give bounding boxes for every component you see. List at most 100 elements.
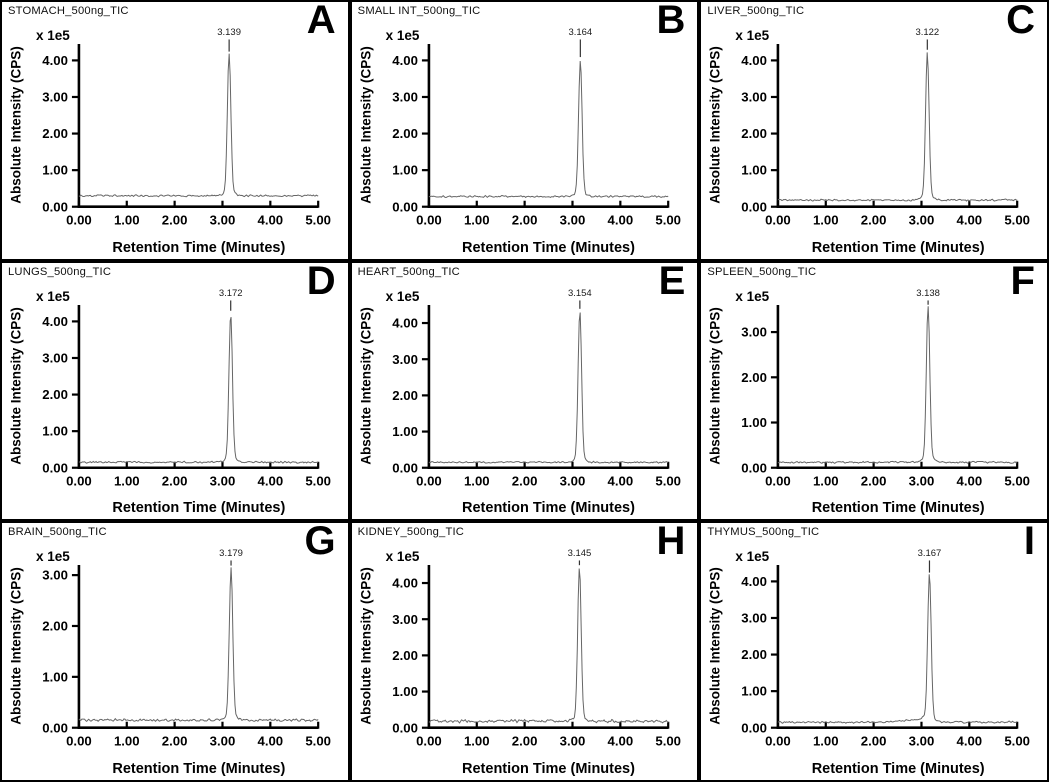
svg-text:2.00: 2.00 bbox=[861, 734, 887, 749]
svg-text:1.00: 1.00 bbox=[42, 163, 68, 178]
svg-text:5.00: 5.00 bbox=[655, 213, 681, 228]
x-axis-label: Retention Time (Minutes) bbox=[811, 760, 985, 777]
svg-text:3.00: 3.00 bbox=[210, 473, 236, 488]
y-scale-label: x 1e5 bbox=[735, 288, 770, 304]
chromatogram-plot: 0.00 1.00 2.00 3.00 4.00 0.00 1.00 2.00 3.00 4.00… bbox=[742, 27, 1031, 228]
svg-text:2.00: 2.00 bbox=[392, 648, 418, 663]
x-axis-label: Retention Time (Minutes) bbox=[811, 500, 985, 517]
svg-text:4.00: 4.00 bbox=[392, 576, 418, 591]
svg-text:1.00: 1.00 bbox=[813, 213, 839, 228]
svg-text:4.00: 4.00 bbox=[392, 315, 418, 330]
x-axis-label: Retention Time (Minutes) bbox=[112, 239, 286, 256]
panel-title: LUNGS_500ng_TIC bbox=[8, 265, 112, 278]
svg-text:2.00: 2.00 bbox=[511, 734, 537, 749]
panel-title: KIDNEY_500ng_TIC bbox=[357, 526, 465, 539]
svg-text:1.00: 1.00 bbox=[114, 213, 140, 228]
svg-text:3.179: 3.179 bbox=[219, 548, 243, 559]
svg-text:4.00: 4.00 bbox=[607, 734, 633, 749]
svg-text:1.00: 1.00 bbox=[464, 213, 490, 228]
y-scale-label: x 1e5 bbox=[36, 28, 70, 43]
svg-text:2.00: 2.00 bbox=[742, 126, 768, 141]
panel-letter: G bbox=[304, 521, 336, 564]
svg-text:2.00: 2.00 bbox=[861, 473, 887, 488]
svg-text:1.00: 1.00 bbox=[392, 163, 418, 178]
y-axis-label: Absolute Intensity (CPS) bbox=[358, 567, 374, 726]
svg-text:3.164: 3.164 bbox=[568, 27, 592, 38]
svg-text:0.00: 0.00 bbox=[66, 473, 92, 488]
svg-text:0.00: 0.00 bbox=[42, 460, 68, 475]
svg-text:2.00: 2.00 bbox=[162, 734, 188, 749]
y-scale-label: x 1e5 bbox=[385, 28, 420, 43]
chromatogram-plot: 0.00 1.00 2.00 3.00 4.00 0.00 1.00 2.00 3.00 4.00… bbox=[742, 548, 1031, 749]
svg-text:3.00: 3.00 bbox=[210, 734, 236, 749]
svg-text:3.138: 3.138 bbox=[917, 288, 941, 299]
y-axis-label: Absolute Intensity (CPS) bbox=[8, 567, 24, 726]
panel-letter: C bbox=[1006, 0, 1035, 42]
svg-text:0.00: 0.00 bbox=[765, 473, 791, 488]
svg-text:2.00: 2.00 bbox=[511, 473, 537, 488]
chromatogram-panel-d: 0.00 1.00 2.00 3.00 4.00 0.00 1.00 2.00 3.00 4.00… bbox=[0, 260, 350, 522]
svg-text:1.00: 1.00 bbox=[114, 734, 140, 749]
chromatogram-plot: 0.00 1.00 2.00 3.00 4.00 0.00 1.00 2.00 3.00 4.00… bbox=[42, 27, 331, 228]
panel-title: STOMACH_500ng_TIC bbox=[8, 5, 129, 17]
svg-text:0.00: 0.00 bbox=[416, 473, 442, 488]
y-axis-label: Absolute Intensity (CPS) bbox=[358, 306, 374, 465]
x-axis-label: Retention Time (Minutes) bbox=[112, 500, 286, 517]
svg-text:1.00: 1.00 bbox=[742, 684, 768, 699]
svg-text:4.00: 4.00 bbox=[607, 473, 633, 488]
svg-text:4.00: 4.00 bbox=[392, 53, 418, 68]
svg-text:3.145: 3.145 bbox=[567, 548, 591, 559]
svg-text:2.00: 2.00 bbox=[392, 126, 418, 141]
svg-text:1.00: 1.00 bbox=[742, 415, 768, 430]
svg-text:3.00: 3.00 bbox=[559, 473, 585, 488]
svg-text:2.00: 2.00 bbox=[742, 370, 768, 385]
chromatogram-plot: 0.00 1.00 2.00 3.00 4.00 0.00 1.00 2.00 3.00 4.00… bbox=[42, 288, 331, 489]
y-axis-label: Absolute Intensity (CPS) bbox=[707, 46, 723, 204]
svg-text:5.00: 5.00 bbox=[305, 473, 331, 488]
svg-text:3.00: 3.00 bbox=[742, 324, 768, 339]
svg-text:1.00: 1.00 bbox=[464, 473, 490, 488]
svg-text:3.00: 3.00 bbox=[42, 90, 68, 105]
svg-text:2.00: 2.00 bbox=[42, 126, 68, 141]
svg-text:4.00: 4.00 bbox=[258, 213, 284, 228]
chromatogram-plot: 0.00 1.00 2.00 3.00 4.00 0.00 1.00 2.00 3.00 4.00… bbox=[392, 288, 681, 489]
svg-text:0.00: 0.00 bbox=[392, 721, 418, 736]
chromatogram-panel-b: 0.00 1.00 2.00 3.00 4.00 0.00 1.00 2.00 3.00 4.00… bbox=[349, 0, 700, 261]
x-axis-label: Retention Time (Minutes) bbox=[112, 760, 286, 777]
svg-text:0.00: 0.00 bbox=[66, 213, 92, 228]
y-scale-label: x 1e5 bbox=[36, 288, 70, 304]
svg-text:1.00: 1.00 bbox=[392, 424, 418, 439]
svg-text:0.00: 0.00 bbox=[742, 721, 768, 736]
panel-letter: B bbox=[656, 0, 686, 42]
svg-text:3.00: 3.00 bbox=[559, 734, 585, 749]
panel-title: HEART_500ng_TIC bbox=[357, 265, 460, 278]
svg-text:2.00: 2.00 bbox=[742, 647, 768, 662]
svg-text:3.00: 3.00 bbox=[392, 90, 418, 105]
svg-text:3.00: 3.00 bbox=[392, 612, 418, 627]
svg-text:3.00: 3.00 bbox=[742, 611, 768, 626]
svg-text:5.00: 5.00 bbox=[1005, 213, 1031, 228]
chromatogram-panel-c: 0.00 1.00 2.00 3.00 4.00 0.00 1.00 2.00 3.00 4.00… bbox=[699, 0, 1049, 261]
x-axis-label: Retention Time (Minutes) bbox=[811, 239, 985, 256]
y-scale-label: x 1e5 bbox=[735, 549, 770, 565]
svg-text:3.139: 3.139 bbox=[217, 27, 241, 38]
svg-text:4.00: 4.00 bbox=[957, 734, 983, 749]
y-axis-label: Absolute Intensity (CPS) bbox=[707, 567, 723, 726]
svg-text:5.00: 5.00 bbox=[655, 473, 681, 488]
panel-letter: I bbox=[1023, 521, 1035, 564]
y-scale-label: x 1e5 bbox=[735, 28, 770, 43]
svg-text:2.00: 2.00 bbox=[162, 473, 188, 488]
svg-text:1.00: 1.00 bbox=[42, 670, 68, 685]
svg-text:3.00: 3.00 bbox=[909, 213, 935, 228]
y-scale-label: x 1e5 bbox=[385, 549, 420, 565]
y-scale-label: x 1e5 bbox=[385, 288, 420, 304]
svg-text:4.00: 4.00 bbox=[742, 574, 768, 589]
panel-letter: F bbox=[1010, 260, 1035, 303]
chromatogram-plot: 0.00 1.00 2.00 3.00 4.00 0.00 1.00 2.00 3.00 4.00… bbox=[392, 548, 681, 749]
svg-text:3.00: 3.00 bbox=[909, 734, 935, 749]
svg-text:5.00: 5.00 bbox=[655, 734, 681, 749]
svg-text:0.00: 0.00 bbox=[765, 213, 791, 228]
chromatogram-panel-f: 0.00 1.00 2.00 3.00 0.00 1.00 2.00 3.00 4.00 5.00… bbox=[699, 260, 1049, 522]
panel-title: LIVER_500ng_TIC bbox=[707, 5, 805, 17]
